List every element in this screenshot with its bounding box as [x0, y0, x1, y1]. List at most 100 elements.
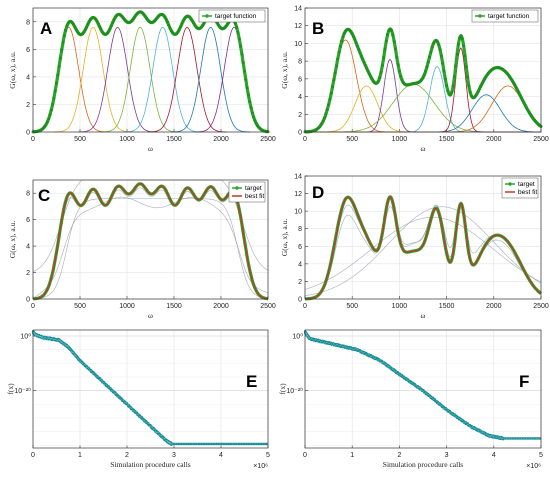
panel-a-target-point — [111, 21, 115, 25]
panel-b-target-point — [523, 103, 527, 107]
panel-b-target-point — [342, 31, 346, 35]
panel-d-xtick-label: 0 — [303, 303, 307, 310]
panel-a-target-point — [181, 19, 185, 23]
panel-a-target-point — [179, 25, 183, 29]
panel-a-target-point — [55, 81, 58, 85]
panel-b-target-point — [382, 56, 386, 60]
panel-b-target-point — [400, 78, 404, 82]
panel-e-convergence-highlight — [32, 331, 268, 445]
panel-f-xtick-label: 2 — [397, 452, 401, 459]
panel-b-target-point — [467, 84, 471, 88]
panel-b-ytick-label: 10 — [294, 41, 302, 48]
panel-b-target-point — [369, 74, 373, 78]
panel-b-target-point — [337, 50, 341, 54]
panel-b-target-point — [320, 121, 324, 125]
panel-a-target-point — [244, 78, 248, 82]
panel-d-ytick-label: 0 — [298, 297, 302, 304]
panel-a-target-point — [164, 17, 168, 21]
panel-d-xtick-label: 1500 — [439, 303, 455, 310]
panel-a-target-point — [51, 102, 55, 106]
panel-a-ytick-label: 6 — [26, 47, 30, 54]
panel-b-xtick-label: 2000 — [486, 136, 502, 143]
panel-b-target-point — [462, 44, 466, 48]
panel-b-target-point — [424, 69, 428, 73]
panel-a-target-point — [107, 29, 111, 33]
panel-a-target-point — [56, 73, 60, 77]
panel-b-ytick-label: 6 — [298, 76, 302, 83]
panel-c-ytick-label: 4 — [26, 244, 30, 251]
panel-e-xtick-label: 2 — [125, 452, 129, 459]
panel-b-target-point — [393, 47, 397, 51]
panel-f-xtick-label: 0 — [303, 452, 307, 459]
panel-b-target-point — [525, 106, 529, 110]
panel-c-xtick-label: 2500 — [260, 303, 276, 310]
panel-b-target-point — [515, 88, 519, 92]
panel-a-legend — [198, 9, 266, 23]
panel-b-target-point — [354, 41, 358, 45]
panel-d-legend-entry: best fit — [518, 189, 537, 196]
panel-a-target-point — [163, 15, 167, 19]
panel-a-target-point — [47, 117, 51, 121]
panel-b-xtick-label: 0 — [303, 136, 307, 143]
panel-a-target-point — [240, 52, 244, 56]
panel-b-target-point — [456, 42, 460, 46]
panel-a-target-point — [82, 30, 86, 34]
panel-a-target-point — [71, 22, 75, 26]
panel-b-target-point — [437, 43, 441, 47]
panel-b-target-point — [361, 57, 365, 61]
panel-a-target-point — [239, 44, 243, 48]
panel-d-iteration-4 — [304, 196, 542, 300]
panel-b-target-point — [454, 64, 458, 68]
panel-b-target-point — [483, 77, 487, 81]
panel-c-iteration-3 — [32, 198, 269, 300]
panel-a-target-point — [73, 25, 77, 29]
panel-b-target-point — [522, 101, 526, 105]
panel-e-xtick-label: 0 — [31, 452, 35, 459]
panel-d-xtick-label: 2500 — [533, 303, 549, 310]
panel-d-best-fit-line — [305, 196, 542, 300]
panel-a-target-point — [45, 120, 49, 124]
panel-a-target-point — [253, 119, 257, 123]
panel-b-legend-entry: target function — [488, 13, 530, 20]
panel-a-target-point — [192, 21, 196, 25]
panel-a-ytick-label: 2 — [26, 102, 30, 109]
panel-b-target-point — [430, 45, 434, 49]
panel-b-target-point — [439, 54, 443, 58]
panel-b-target-point — [365, 66, 369, 70]
panel-a-target-point — [165, 20, 169, 24]
panel-c-legend-entry: target — [245, 185, 262, 192]
panel-c-xtick-label: 500 — [74, 303, 86, 310]
panel-a-target-point — [249, 106, 253, 110]
panel-a-target-point — [202, 21, 206, 25]
panel-a-target-point — [245, 86, 249, 90]
panel-c-xtick-label: 1500 — [166, 303, 182, 310]
panel-c-ytick-label: 6 — [26, 217, 30, 224]
panel-a: 0 500 1000 1500 2000 2500 0 2 4 6 8 target function… — [8, 7, 276, 153]
panel-c-xtick-label: 0 — [31, 303, 35, 310]
panel-b-target-point — [380, 64, 384, 68]
panel-b-ytick-label: 8 — [298, 59, 302, 66]
panel-b-frame — [304, 7, 542, 133]
panel-b-target-point — [431, 42, 435, 46]
panel-b-legend-marker — [478, 14, 482, 18]
panel-b-target-point — [468, 90, 472, 94]
panel-b-target-point — [450, 90, 454, 94]
panel-b-target-point — [511, 81, 515, 85]
panel-f-convergence-highlight — [304, 331, 541, 441]
panel-b-ytick-label: 0 — [298, 130, 302, 137]
panel-a-target-point — [49, 108, 53, 112]
panel-b-ytick-label: 12 — [294, 23, 302, 30]
panel-a-target-point — [201, 23, 205, 27]
panel-b-target-point — [426, 60, 430, 64]
panel-a-ylabel: G(ω, x), a.u. — [8, 51, 17, 89]
panel-c-ytick-label: 2 — [26, 270, 30, 277]
panel-a-target-point — [243, 69, 246, 73]
panel-b-target-point — [383, 47, 387, 51]
panel-c-xlabel: ω — [148, 311, 153, 320]
panel-b-target-point — [441, 61, 445, 65]
panel-a-xtick-label: 2500 — [260, 136, 276, 143]
panel-b-target-point — [428, 55, 432, 59]
panel-f-x-exponent: ×10⁶ — [526, 463, 541, 470]
panel-a-target-point — [74, 27, 78, 31]
panel-d-xtick-label: 500 — [346, 303, 358, 310]
